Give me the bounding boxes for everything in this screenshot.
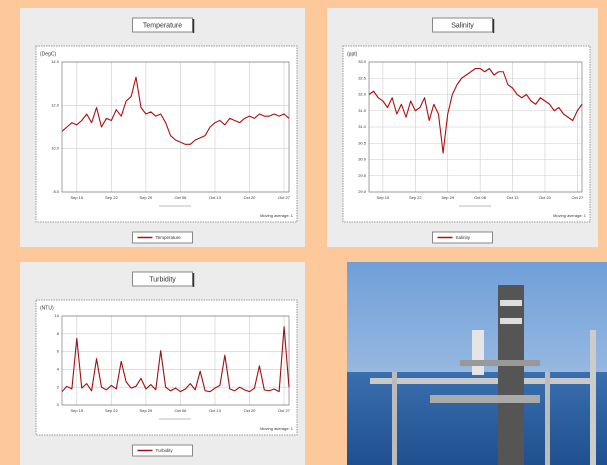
y-axis-label: (NTU): [40, 305, 54, 311]
x-tick-label: Oct 06: [474, 195, 487, 200]
y-axis-label: (ppt): [347, 51, 358, 57]
x-tick-label: Oct 27: [278, 408, 291, 413]
footnote: Moving average: 1: [260, 426, 294, 431]
x-tick-label: Sep 15: [70, 195, 83, 200]
x-tick-label: Sep 22: [105, 408, 118, 413]
chart-title: Turbidity: [149, 276, 176, 283]
y-tick-label: 12.0: [51, 102, 60, 107]
x-tick-label: Sep 29: [140, 195, 153, 200]
y-axis-label: (DegC): [40, 51, 56, 57]
x-tick-label: Oct 20: [244, 195, 257, 200]
footnote: Moving average: 1: [260, 213, 294, 218]
chart-frame: [36, 300, 297, 435]
photo: [347, 262, 607, 465]
y-tick-label: 30.5: [358, 140, 367, 145]
x-tick-label: Oct 13: [507, 195, 520, 200]
y-tick-label: 32.5: [358, 75, 367, 80]
x-tick-label: Sep 22: [409, 195, 422, 200]
x-tick-label: Oct 06: [175, 408, 188, 413]
x-tick-label: Oct 06: [175, 195, 188, 200]
y-tick-label: 14.0: [51, 59, 60, 64]
y-tick-label: 31.0: [358, 124, 367, 129]
x-tick-label: Sep 15: [70, 408, 83, 413]
x-tick-label: Oct 13: [209, 195, 222, 200]
x-tick-label: Oct 27: [571, 195, 584, 200]
legend-label: Temperature: [156, 235, 182, 240]
y-tick-label: 10: [55, 313, 60, 318]
y-tick-label: 33.0: [358, 59, 367, 64]
legend-label: Turbidity: [156, 448, 174, 453]
chart-title: Temperature: [143, 22, 182, 29]
x-tick-label: Oct 27: [278, 195, 291, 200]
chart-title: Salinity: [451, 22, 474, 29]
x-tick-label: Oct 13: [209, 408, 222, 413]
x-tick-label: Sep 15: [377, 195, 390, 200]
legend-label: Salinity: [456, 235, 471, 240]
y-tick-label: 10.0: [51, 146, 60, 151]
x-tick-label: Oct 20: [244, 408, 257, 413]
y-tick-label: 32.0: [358, 92, 367, 97]
x-tick-label: Oct 20: [539, 195, 552, 200]
y-tick-label: 29.0: [358, 189, 367, 194]
x-tick-label: Sep 22: [105, 195, 118, 200]
y-tick-label: 29.5: [358, 173, 367, 178]
dashboard: Temperature (DegC) 8.0 10.0 12.0 14.0 Sep 15 Se…: [0, 0, 607, 465]
y-tick-label: 8.0: [53, 189, 59, 194]
y-tick-label: 30.0: [358, 157, 367, 162]
footnote: Moving average: 1: [553, 213, 587, 218]
x-tick-label: Sep 29: [140, 408, 153, 413]
y-tick-label: 31.5: [358, 108, 367, 113]
x-tick-label: Sep 29: [441, 195, 454, 200]
